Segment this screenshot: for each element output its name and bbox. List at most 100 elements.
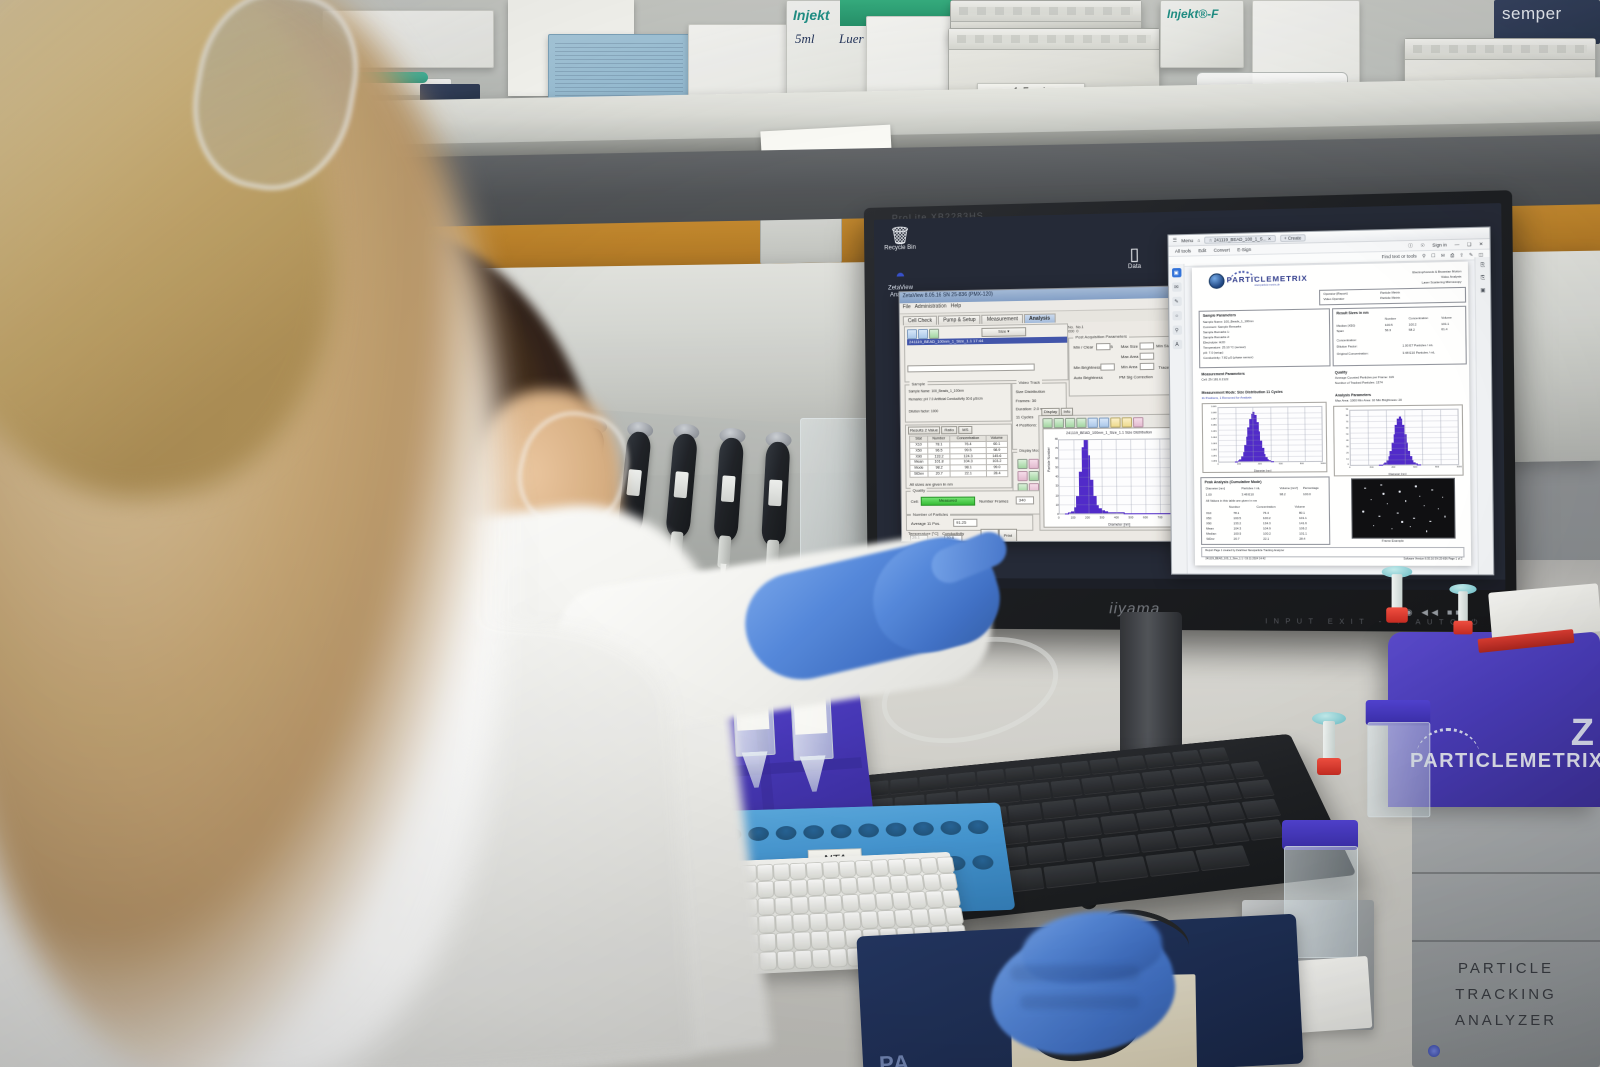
mode-area-icon[interactable] — [1028, 458, 1039, 469]
tab-analysis[interactable]: Analysis — [1023, 313, 1056, 324]
close-window-button[interactable]: ✕ — [1478, 240, 1484, 247]
keyboard-key[interactable] — [1141, 769, 1175, 789]
chart-color-icon[interactable] — [1132, 417, 1144, 428]
print-icon[interactable]: ⎙ — [1450, 252, 1455, 258]
keyboard-key[interactable] — [1043, 861, 1097, 889]
help-icon[interactable]: ⓘ — [1408, 242, 1413, 248]
keyboard-key[interactable] — [1094, 856, 1149, 883]
keyboard-key[interactable] — [948, 771, 977, 789]
keyboard-key[interactable] — [1245, 819, 1286, 841]
keyboard-key[interactable] — [1089, 757, 1119, 775]
menu-file[interactable]: File — [902, 304, 911, 311]
maximize-button[interactable]: ❑ — [1466, 241, 1472, 247]
keyboard-key[interactable] — [988, 785, 1021, 805]
star-icon[interactable]: ☆ — [1208, 236, 1213, 243]
keyboard-key[interactable] — [1026, 842, 1066, 866]
select-icon[interactable]: ☐ — [1431, 252, 1436, 258]
refresh-icon[interactable] — [917, 328, 929, 340]
keyboard-key[interactable] — [1201, 763, 1235, 783]
document-tab[interactable]: ☆ 241119_BEAD_100_1_S... ✕ — [1204, 234, 1276, 244]
monitor-osd-buttons[interactable]: INPUT EXIT - + AUTO ⏻ — [1265, 618, 1484, 627]
acrobat-right-rail[interactable]: ⎘ ⎘ ▣ — [1474, 256, 1494, 575]
menu-help[interactable]: Help — [950, 303, 962, 310]
zetaview-window[interactable]: ZetaView 8.05.16 SN 25-836 (PMX-120) Fil… — [898, 284, 1215, 542]
keyboard-key[interactable] — [919, 774, 948, 792]
create-tab[interactable]: + Create — [1279, 233, 1306, 242]
keyboard-key[interactable] — [1173, 826, 1214, 849]
copy-icon[interactable]: ⎘ — [1480, 274, 1486, 282]
chart-tab-info[interactable]: Info — [1060, 407, 1074, 416]
keyboard-key[interactable] — [1019, 781, 1052, 802]
acq-input-4[interactable] — [1139, 352, 1155, 360]
organize-icon[interactable]: ▣ — [1480, 287, 1486, 294]
keyboard-key[interactable] — [1041, 799, 1077, 820]
results-panel[interactable]: Results 2 Value Ratio MS Stat Number Con… — [904, 423, 1013, 489]
chart-view-tabs[interactable]: Display Info — [1041, 407, 1074, 417]
keyboard-key[interactable] — [1100, 834, 1140, 857]
convert-button[interactable]: Convert — [1213, 247, 1230, 253]
acq-input-1[interactable] — [1139, 342, 1155, 350]
keyboard-key[interactable] — [1033, 763, 1063, 781]
type-combo[interactable]: Size ▾ — [981, 327, 1027, 338]
comment-icon[interactable]: ✉ — [1440, 252, 1445, 258]
keyboard-key[interactable] — [1209, 823, 1250, 845]
chart-pan-icon[interactable] — [1064, 417, 1076, 429]
keyboard-key[interactable] — [1081, 775, 1114, 795]
esign-button[interactable]: E-Sign — [1237, 246, 1252, 253]
open-icon[interactable] — [906, 329, 918, 340]
results-tab-1[interactable]: Ratio — [941, 426, 958, 435]
chart-reset-icon[interactable] — [1076, 417, 1087, 428]
results-tabs[interactable]: Results 2 Value Ratio MS — [907, 425, 973, 435]
filelist-scrollbar[interactable] — [907, 363, 1035, 373]
keyboard-key[interactable] — [1140, 789, 1177, 809]
chart-tab-display[interactable]: Display — [1041, 407, 1060, 417]
acrobat-left-rail[interactable]: ▣ ✉ ✎ ○ ⚲ A — [1168, 263, 1188, 574]
acq-input-0[interactable] — [1096, 343, 1111, 351]
chart-fit-icon[interactable] — [1110, 417, 1121, 428]
filter-icon[interactable] — [928, 328, 940, 339]
tab-pump-setup[interactable]: Pump & Setup — [938, 314, 981, 325]
acq-check-0[interactable]: Auto Brightness — [1073, 374, 1103, 381]
close-icon[interactable]: ✕ — [1267, 235, 1272, 241]
pencil-icon[interactable]: ✎ — [1469, 251, 1474, 257]
export-icon[interactable]: ⎘ — [1480, 262, 1485, 269]
keyboard-key[interactable] — [1074, 795, 1110, 816]
keyboard-key[interactable] — [1061, 760, 1091, 778]
keyboard-key[interactable] — [1171, 749, 1203, 767]
acrobat-window[interactable]: ☰ Menu ⌂ ☆ 241119_BEAD_100_1_S... ✕ + Cr… — [1167, 226, 1495, 576]
keyboard-key[interactable] — [1005, 766, 1034, 784]
keyboard-key[interactable] — [1171, 766, 1205, 786]
keyboard-key[interactable] — [1064, 817, 1103, 839]
keyboard-key[interactable] — [1007, 802, 1043, 824]
acq-input-6[interactable] — [1139, 362, 1155, 371]
menu-label[interactable]: Menu — [1181, 237, 1194, 243]
keyboard-key[interactable] — [1135, 809, 1175, 831]
keyboard-key[interactable] — [1116, 755, 1147, 772]
highlight-icon[interactable]: ✎ — [1171, 296, 1182, 307]
keyboard-key[interactable] — [1230, 760, 1265, 780]
find-field[interactable]: Find text or tools — [1381, 253, 1417, 260]
recycle-bin-icon[interactable]: 🗑 Recycle Bin — [882, 226, 918, 253]
chart-zoom-in-icon[interactable] — [1042, 418, 1053, 429]
keyboard-key[interactable] — [1173, 785, 1210, 806]
selected-measurement-row[interactable]: 241119_BEAD_100nm_1_Size_1.1 17:44 — [907, 336, 1068, 346]
keyboard-key[interactable] — [1199, 747, 1230, 764]
keyboard-key[interactable] — [1144, 752, 1175, 769]
keyboard-key[interactable] — [890, 777, 918, 795]
keyboard-key[interactable] — [1237, 779, 1275, 799]
all-tools-button[interactable]: All tools — [1174, 248, 1192, 254]
keyboard-key[interactable] — [1205, 782, 1243, 803]
comment-rail-icon[interactable]: ✉ — [1171, 282, 1182, 292]
mode-conc-icon[interactable] — [1017, 471, 1028, 482]
bell-icon[interactable]: ☉ — [1420, 242, 1425, 248]
plus-icon[interactable]: + — [1284, 235, 1287, 241]
chart-label-icon[interactable] — [1121, 417, 1133, 428]
keyboard-key[interactable] — [1063, 838, 1103, 861]
search-rail-icon[interactable]: ⚲ — [1172, 325, 1182, 335]
menu-administration[interactable]: Administration — [914, 303, 947, 311]
minimize-button[interactable]: — — [1454, 241, 1460, 248]
keyboard-key[interactable] — [1107, 792, 1144, 813]
keyboard-key[interactable] — [1206, 802, 1246, 824]
accessibility-icon[interactable]: A — [1172, 339, 1182, 350]
keyboard-key[interactable] — [1100, 813, 1139, 835]
